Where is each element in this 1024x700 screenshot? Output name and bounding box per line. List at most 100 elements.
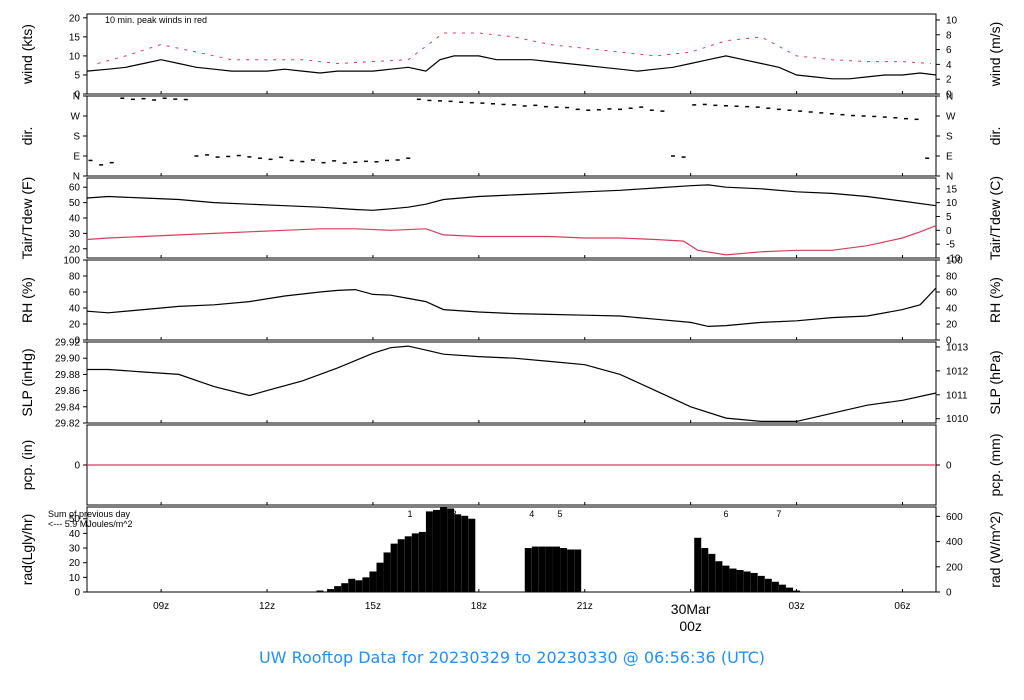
right-tick-label: N	[946, 172, 953, 183]
left-tick-label: W	[71, 112, 81, 123]
left-tick-label: 20	[69, 558, 81, 569]
right-tick-label: 0	[946, 226, 952, 237]
x-tick-label: 15z	[365, 601, 381, 612]
left-tick-label: N	[73, 92, 80, 103]
radiation-bar	[461, 515, 469, 592]
left-tick-label: 40	[69, 214, 81, 225]
panel-slp	[83, 341, 940, 424]
radiation-marker: 7	[776, 509, 781, 519]
radiation-bar	[524, 548, 532, 592]
panel-pcp	[83, 424, 940, 506]
left-tick-label: 60	[69, 183, 81, 194]
radiation-bar	[560, 548, 568, 592]
radiation-bar	[793, 590, 801, 592]
radiation-bar	[334, 586, 342, 592]
left-tick-label: 0	[74, 461, 80, 472]
radiation-bar	[425, 511, 433, 592]
left-tick-label: 29.84	[55, 402, 80, 413]
left-tick-label: 30	[69, 544, 81, 555]
left-tick-label: S	[73, 132, 80, 143]
right-tick-label: -10	[946, 254, 961, 265]
radiation-marker: 5	[558, 509, 563, 519]
right-tick-label: 8	[946, 30, 952, 41]
radiation-bar	[574, 549, 582, 592]
left-axis-title: SLP (inHg)	[19, 348, 35, 416]
left-tick-label: 100	[63, 256, 80, 267]
right-tick-label: 10	[946, 15, 958, 26]
radiation-bar	[468, 518, 476, 592]
panel-temp	[83, 177, 940, 259]
right-tick-label: 1010	[946, 414, 969, 425]
panel-frame	[86, 259, 937, 341]
radiation-marker: 6	[723, 509, 728, 519]
series-line-tdew	[86, 225, 937, 256]
radiation-bar	[694, 537, 702, 592]
right-tick-label: 0	[946, 336, 952, 347]
right-tick-label: 40	[946, 304, 958, 315]
radiation-marker: 1	[408, 509, 413, 519]
left-axis-title: wind (kts)	[19, 24, 35, 85]
radiation-bar	[327, 589, 335, 592]
date-label: 30Mar	[671, 601, 711, 617]
x-tick-label: 00z	[679, 618, 702, 634]
left-tick-label: N	[73, 172, 80, 183]
radiation-bar	[341, 583, 349, 592]
right-tick-label: 15	[946, 184, 958, 195]
right-axis-title: wind (m/s)	[987, 22, 1003, 88]
radiation-bar	[750, 572, 758, 592]
series-line-tair	[86, 184, 937, 211]
radiation-bar	[736, 570, 744, 592]
x-tick-label: 12z	[259, 601, 275, 612]
left-axis-title: dir.	[19, 127, 35, 146]
right-tick-label: 4	[946, 60, 952, 71]
right-tick-label: 20	[946, 320, 958, 331]
left-tick-label: 29.90	[55, 354, 80, 365]
radiation-bar	[553, 546, 561, 592]
panel-frame	[86, 506, 937, 593]
right-tick-label: 0	[946, 90, 952, 101]
left-axis-title: Tair/Tdew (F)	[19, 177, 35, 259]
series-line-rh	[86, 287, 937, 328]
radiation-bar	[397, 539, 405, 592]
radiation-bar	[376, 562, 384, 592]
right-tick-label: 5	[946, 212, 952, 223]
series-line-wind	[86, 55, 937, 80]
x-tick-label: 06z	[894, 601, 910, 612]
right-tick-label: S	[946, 132, 953, 143]
radiation-bar	[432, 509, 440, 592]
left-tick-label: 40	[69, 529, 81, 540]
x-tick-label: 21z	[577, 601, 593, 612]
panel-dir	[83, 95, 940, 177]
panel-note: 10 min. peak winds in red	[105, 15, 207, 25]
radiation-bar	[316, 590, 324, 592]
left-tick-label: 0	[74, 588, 80, 599]
series-line-10-min-peak-winds	[97, 32, 931, 65]
right-tick-label: 6	[946, 45, 952, 56]
left-tick-label: 29.86	[55, 386, 80, 397]
right-tick-label: 200	[946, 562, 963, 573]
right-axis-title: pcp. (mm)	[987, 434, 1003, 497]
left-tick-label: 29.88	[55, 370, 80, 381]
radiation-bar	[764, 578, 772, 592]
x-tick-label: 09z	[153, 601, 169, 612]
panel-frame	[86, 95, 937, 177]
radiation-bar	[447, 508, 455, 592]
right-axis-title: rad (W/m^2)	[987, 511, 1003, 588]
panel-frame	[86, 341, 937, 424]
panel-wind	[83, 13, 940, 95]
right-tick-label: 60	[946, 288, 958, 299]
radiation-bar	[708, 553, 716, 592]
left-tick-label: 40	[69, 304, 81, 315]
radiation-marker: 2	[434, 509, 439, 519]
left-tick-label: 60	[69, 288, 81, 299]
radiation-bar	[757, 575, 765, 592]
left-tick-label: 0	[74, 336, 80, 347]
radiation-bar	[778, 584, 786, 592]
left-axis-title: RH (%)	[19, 277, 35, 323]
right-tick-label: 100	[946, 256, 963, 267]
x-tick-label: 03z	[788, 601, 804, 612]
left-tick-label: 20	[69, 244, 81, 255]
right-tick-label: 1011	[946, 390, 968, 401]
radiation-bar	[390, 543, 398, 592]
left-tick-label: 50	[69, 514, 81, 525]
